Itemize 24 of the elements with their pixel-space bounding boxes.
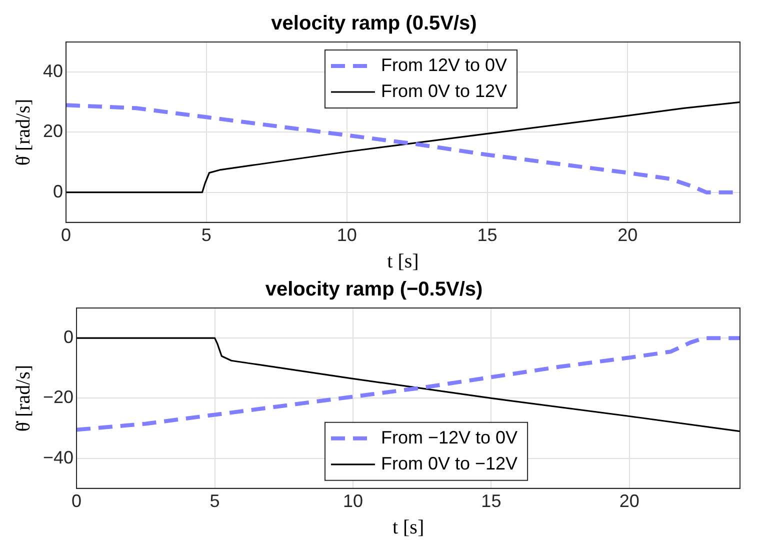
y-tick-label: 0 bbox=[64, 327, 74, 348]
y-tick-label: 0 bbox=[53, 181, 64, 202]
y-axis-title: θ̇ [rad/s] bbox=[12, 364, 34, 432]
x-axis-title: t [s] bbox=[392, 516, 424, 538]
y-tick-label: −20 bbox=[42, 387, 74, 408]
x-tick-label: 5 bbox=[210, 491, 220, 512]
y-tick-label: 20 bbox=[42, 121, 64, 142]
legend-label: From 0V to −12V bbox=[380, 453, 518, 474]
x-tick-label: 20 bbox=[619, 491, 640, 512]
chart-title: velocity ramp (−0.5V/s) bbox=[265, 278, 483, 301]
x-axis-title: t [s] bbox=[387, 250, 419, 272]
x-tick-label: 15 bbox=[477, 225, 498, 246]
legend-label: From −12V to 0V bbox=[380, 427, 518, 448]
legend-label: From 12V to 0V bbox=[380, 54, 508, 75]
y-axis-title: θ̇ [rad/s] bbox=[12, 98, 34, 166]
y-tick-label: −40 bbox=[42, 447, 74, 468]
y-tick-label: 40 bbox=[42, 61, 64, 82]
x-tick-label: 15 bbox=[481, 491, 502, 512]
x-tick-label: 10 bbox=[342, 491, 363, 512]
legend-label: From 0V to 12V bbox=[380, 80, 508, 101]
chart-title: velocity ramp (0.5V/s) bbox=[271, 12, 477, 35]
x-tick-label: 20 bbox=[618, 225, 638, 246]
x-tick-label: 10 bbox=[336, 225, 357, 246]
x-tick-label: 5 bbox=[201, 225, 212, 246]
